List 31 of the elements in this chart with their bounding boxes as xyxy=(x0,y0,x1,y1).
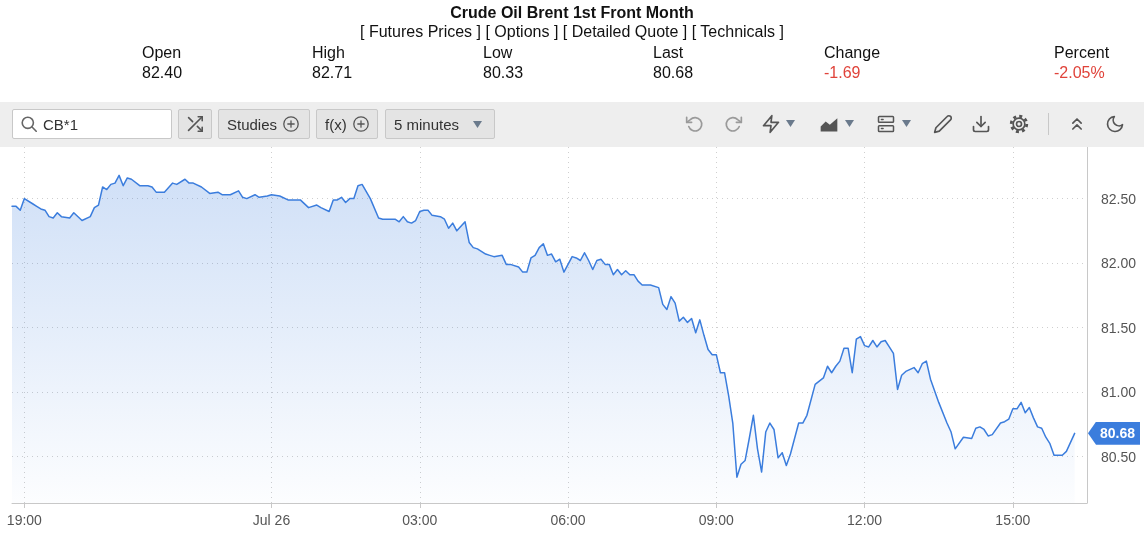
interval-dropdown: 5 minutes xyxy=(385,109,495,139)
y-tick-label: 81.00 xyxy=(1101,384,1137,401)
x-tick-label: 15:00 xyxy=(995,512,1031,528)
y-tick-label: 80.50 xyxy=(1101,448,1137,465)
y-tick-label: 81.50 xyxy=(1101,319,1137,336)
text: Change xyxy=(824,43,881,62)
text: -2.05% xyxy=(1054,63,1105,82)
y-tick-label: 82.00 xyxy=(1101,255,1137,272)
text: Low xyxy=(483,43,513,62)
chart-title: Crude Oil Brent 1st Front Month xyxy=(449,3,695,22)
x-tick-label: Jul 26 xyxy=(252,512,291,528)
annotation: 80.68 xyxy=(1088,421,1141,445)
function-button: f(x) xyxy=(316,109,378,139)
text: -1.69 xyxy=(824,63,861,82)
x-tick-label: 03:00 xyxy=(402,512,438,528)
x-tick-label: 09:00 xyxy=(698,512,735,528)
text: 82.71 xyxy=(312,63,353,82)
text: Open xyxy=(142,43,182,62)
x-tick-label: 19:00 xyxy=(6,512,43,528)
x-tick-label: 06:00 xyxy=(550,512,586,528)
chart-subtitle: [ Futures Prices ] [ Options ] [ Detailed Quote ] [ Technicals ] xyxy=(359,22,785,41)
text: Last xyxy=(653,43,684,62)
text: Percent xyxy=(1054,43,1110,62)
x-tick-label: 12:00 xyxy=(847,512,883,528)
text: 80.68 xyxy=(653,63,694,82)
text: High xyxy=(312,43,345,62)
search-field: CB*1 xyxy=(12,109,172,139)
y-tick-label: 82.50 xyxy=(1101,190,1137,207)
text: 82.40 xyxy=(142,63,183,82)
text: 80.33 xyxy=(483,63,524,82)
studies-button: Studies xyxy=(218,109,310,139)
